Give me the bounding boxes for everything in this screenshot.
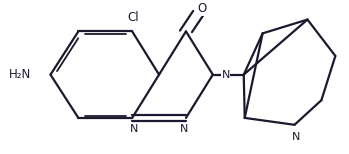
Text: N: N [222, 70, 230, 80]
Text: O: O [197, 2, 207, 15]
Text: Cl: Cl [127, 11, 139, 24]
Text: H₂N: H₂N [9, 68, 31, 81]
Text: N: N [180, 124, 188, 134]
Text: N: N [292, 132, 300, 142]
Text: N: N [130, 124, 138, 134]
